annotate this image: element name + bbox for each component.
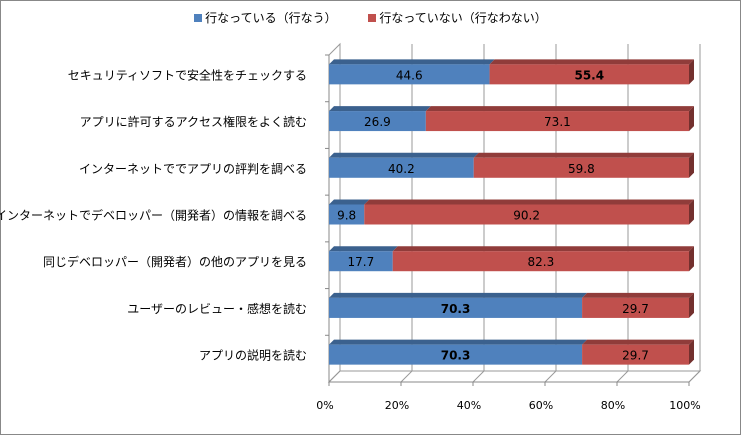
legend-swatch — [368, 14, 377, 22]
floor-gridline — [688, 370, 701, 383]
floor — [327, 370, 702, 383]
bar-top — [329, 199, 370, 205]
x-tick-label: 20% — [385, 399, 409, 412]
data-label: 26.9 — [364, 115, 391, 129]
data-label: 70.3 — [441, 349, 471, 363]
floor-gridline — [472, 370, 485, 383]
x-tick-label: 60% — [529, 399, 553, 412]
category-label: アプリの説明を読む — [199, 348, 307, 363]
category-label: アプリに許可するアクセス権限をよく読む — [80, 114, 307, 129]
data-label: 70.3 — [441, 302, 471, 316]
data-label: 82.3 — [528, 255, 555, 269]
bar-segment — [364, 204, 689, 225]
legend-swatch — [194, 14, 203, 22]
bar-top — [473, 152, 694, 158]
category-label: 同じデベロッパー（開発者）の他のアプリを見る — [43, 254, 307, 269]
bar-segment — [329, 111, 426, 132]
bar-top — [329, 152, 479, 158]
bar-segment — [329, 344, 583, 365]
x-tick-label: 100% — [669, 399, 700, 412]
category-label: ユーザーのレビュー・感想を読む — [127, 301, 307, 316]
bar-side — [689, 59, 694, 85]
bar-segment — [329, 297, 583, 318]
data-label: 17.7 — [348, 255, 375, 269]
bar-segment — [329, 251, 393, 272]
legend-label: 行なっている（行なう） — [205, 11, 337, 25]
data-label: 29.7 — [622, 349, 649, 363]
bar-segment — [489, 64, 689, 85]
floor-gridline — [544, 370, 557, 383]
bar-segment — [329, 157, 474, 178]
floor-gridline — [328, 370, 341, 383]
x-tick-label: 80% — [601, 399, 625, 412]
legend-item-series-0: 行なっている（行なう） — [194, 9, 337, 26]
bar-top — [364, 199, 694, 205]
bar-segment — [392, 251, 689, 272]
bar-top — [329, 106, 431, 112]
bar-segment — [582, 297, 689, 318]
x-tick-label: 40% — [457, 399, 481, 412]
legend: 行なっている（行なう） 行なっていない（行なわない） — [0, 9, 741, 26]
bar-side — [689, 292, 694, 318]
category-label: インターネットででアプリの評判を調べる — [79, 161, 307, 176]
bar-segment — [329, 64, 490, 85]
bar-top — [582, 292, 694, 298]
bar-side — [689, 199, 694, 225]
data-label: 73.1 — [544, 115, 571, 129]
bar-segment — [473, 157, 689, 178]
floor-gridline — [400, 370, 413, 383]
category-label: セキュリティソフトで安全性をチェックする — [68, 67, 307, 82]
bar-top — [329, 246, 398, 252]
bar-side — [689, 339, 694, 365]
legend-item-series-1: 行なっていない（行なわない） — [368, 9, 547, 26]
bar-top — [329, 292, 588, 298]
data-label: 90.2 — [513, 209, 540, 223]
bar-top — [329, 339, 588, 345]
bar-segment — [329, 204, 365, 225]
x-tick-label: 0% — [316, 399, 333, 412]
bar-side — [689, 246, 694, 272]
bar-top — [489, 59, 694, 65]
floor-gridline — [616, 370, 629, 383]
bar-top — [392, 246, 694, 252]
bar-top — [329, 59, 495, 65]
data-label: 44.6 — [396, 68, 423, 82]
bar-segment — [582, 344, 689, 365]
data-label: 40.2 — [388, 162, 415, 176]
bar-side — [689, 106, 694, 132]
data-label: 59.8 — [568, 162, 595, 176]
data-label: 9.8 — [337, 209, 356, 223]
category-label: インターネットでデベロッパー（開発者）の情報を調べる — [0, 208, 307, 223]
bar-side — [689, 152, 694, 178]
bar-top — [425, 106, 694, 112]
data-label: 55.4 — [574, 68, 604, 82]
bar-segment — [425, 111, 689, 132]
data-label: 29.7 — [622, 302, 649, 316]
bar-top — [582, 339, 694, 345]
legend-label: 行なっていない（行なわない） — [379, 11, 547, 25]
